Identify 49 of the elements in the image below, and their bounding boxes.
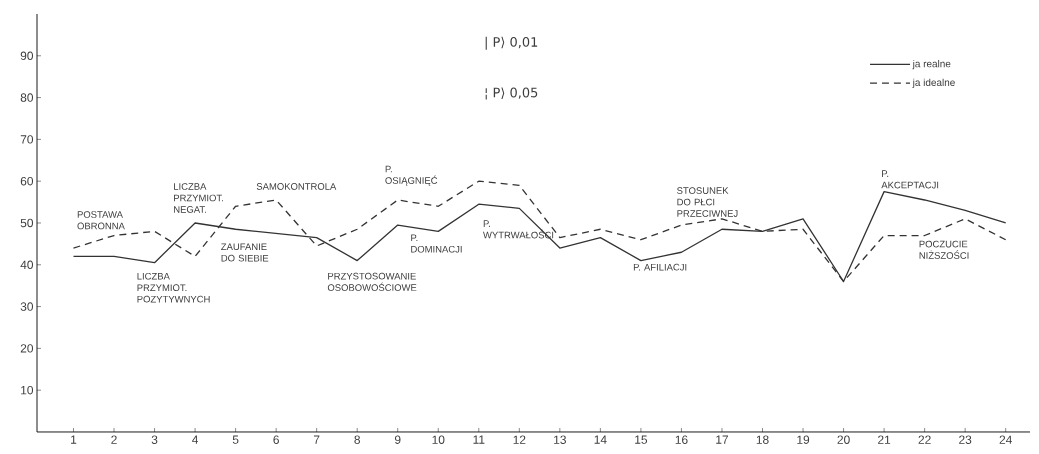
x-tick-label: 17 [716,435,729,444]
annotation: P. AKCEPTACJI [881,170,939,189]
annotation: P. DOMINACJI [411,234,462,253]
x-tick-label: 15 [635,435,648,444]
x-tick-label: 1 [71,435,77,444]
annotation: ZAUFANIE DO SIEBIE [221,243,269,262]
x-tick-label: 11 [473,435,485,444]
x-tick-label: 3 [151,435,158,444]
x-tick-label: 24 [999,435,1012,444]
y-tick-label: 90 [20,51,34,61]
legend-label: ja idealne [912,78,955,88]
annotation: | P⟩ 0,01 [485,36,538,50]
annotation: PRZYSTOSOWANIE OSOBOWOŚCIOWE [327,272,417,291]
y-tick-label: 50 [20,218,34,228]
x-tick-label: 2 [111,435,117,444]
y-tick-label: 70 [20,135,34,144]
x-tick-label: 16 [675,435,688,444]
annotation: ¦ P⟩ 0,05 [485,87,538,100]
x-tick-label: 13 [554,435,566,444]
x-tick-label: 20 [837,435,850,444]
legend-label: ja realne [912,59,951,70]
x-tick-label: 5 [232,435,239,444]
annotation: SAMOKONTROLA [256,183,337,190]
x-tick-label: 18 [756,435,769,444]
x-tick-label: 6 [273,435,279,444]
x-tick-label: 4 [192,435,199,444]
x-tick-label: 10 [432,435,445,444]
x-tick-label: 21 [878,435,891,444]
y-tick-label: 10 [21,385,34,395]
annotation: P. AFILIACJI [633,263,687,271]
x-tick-label: 9 [394,435,401,444]
x-tick-label: 22 [918,435,931,444]
x-tick-label: 12 [513,435,526,444]
y-tick-label: 60 [20,176,34,186]
annotation: LICZBA PRZYMIOT. POZYTYWNYCH [137,272,210,303]
x-tick-label: 8 [354,435,360,444]
annotation: POCZUCIE NIŻSZOŚCI [919,240,969,259]
x-tick-label: 23 [959,435,972,444]
y-tick-label: 40 [20,260,34,270]
y-tick-label: 20 [20,344,34,353]
x-tick-label: 14 [594,435,607,444]
y-tick-label: 80 [20,93,34,102]
annotation: LICZBA PRZYMIOT. NEGAT. [174,183,223,213]
annotation: STOSUNEK DO PŁCI PRZECIWNEJ [677,187,738,217]
y-tick-label: 30 [20,302,34,311]
annotation: POSTAWA OBRONNA [77,211,125,230]
x-tick-label: 7 [313,435,320,444]
annotation: P. OSIĄGNIĘĆ [385,165,438,186]
x-tick-label: 19 [797,435,810,444]
